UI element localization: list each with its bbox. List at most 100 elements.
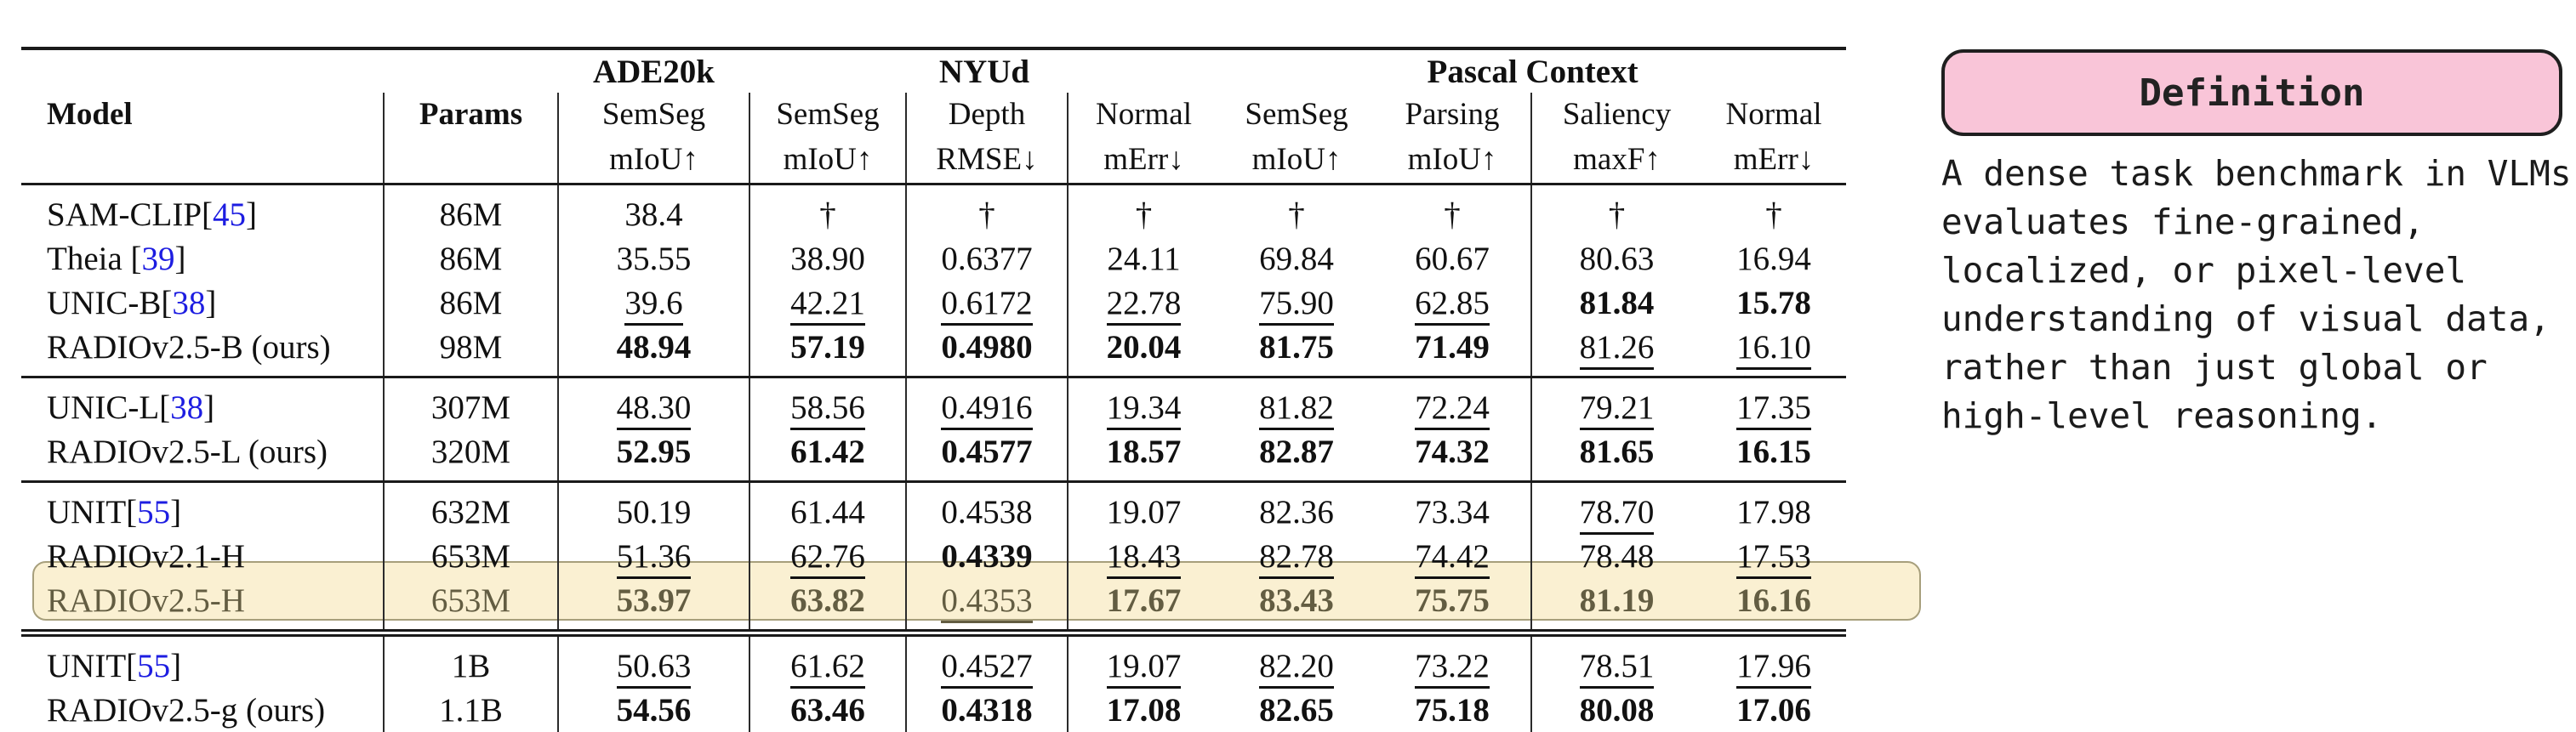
metric-value-cell: 18.43 — [1068, 534, 1219, 578]
metric-value: 18.57 — [1107, 434, 1182, 470]
metric-value: 0.6377 — [941, 241, 1032, 277]
metric-value-cell: 75.18 — [1374, 688, 1531, 732]
metric-value: 17.35 — [1736, 389, 1811, 430]
metric-value-cell: 15.78 — [1701, 281, 1846, 325]
metric-value: 54.56 — [617, 692, 692, 729]
metric-value-cell: 24.11 — [1068, 236, 1219, 281]
metric-value: † — [1609, 196, 1626, 233]
params-cell: 86M — [384, 184, 558, 237]
metric-value-cell: 16.94 — [1701, 236, 1846, 281]
params-cell: 1.1B — [384, 688, 558, 732]
metric-value: 24.11 — [1107, 241, 1180, 277]
metric-direction-header: mErr↓ — [1701, 135, 1846, 184]
params-cell: 320M — [384, 429, 558, 482]
citation-bracket: [ — [202, 196, 213, 233]
citation-bracket: ] — [170, 494, 181, 531]
metric-value: 81.82 — [1259, 389, 1334, 430]
metric-value: 16.10 — [1736, 329, 1811, 370]
metric-value: † — [1288, 196, 1305, 233]
metric-value-cell: 50.63 — [558, 633, 749, 689]
params-cell: 1B — [384, 633, 558, 689]
metric-value-cell: 80.08 — [1531, 688, 1701, 732]
citation-link[interactable]: 39 — [142, 241, 175, 277]
metric-value: 57.19 — [790, 329, 865, 366]
metric-value-cell: 16.15 — [1701, 429, 1846, 482]
definition-line: high-level reasoning. — [1941, 392, 2576, 440]
citation-link[interactable]: 55 — [137, 494, 170, 531]
metric-value-cell: 75.75 — [1374, 578, 1531, 633]
metric-value-cell: 73.34 — [1374, 482, 1531, 535]
citation-link[interactable]: 38 — [170, 389, 203, 426]
citation-link[interactable]: 45 — [213, 196, 246, 233]
metric-name-header: Normal — [1701, 93, 1846, 135]
metric-value-cell: 35.55 — [558, 236, 749, 281]
metric-value-cell: 19.34 — [1068, 377, 1219, 430]
metric-value: 0.4538 — [941, 494, 1032, 531]
metric-value: 82.36 — [1259, 494, 1334, 531]
citation-link[interactable]: 55 — [137, 648, 170, 684]
metric-value: 60.67 — [1415, 241, 1490, 277]
metric-value-cell: 17.98 — [1701, 482, 1846, 535]
metric-value: 39.6 — [624, 285, 682, 326]
model-column-header: Model — [21, 93, 384, 135]
metric-value-cell: 75.90 — [1219, 281, 1374, 325]
model-name-cell: RADIOv2.5-g (ours) — [21, 688, 384, 732]
metric-value-cell: 82.65 — [1219, 688, 1374, 732]
metric-value: 74.42 — [1415, 538, 1490, 579]
metric-value: 73.22 — [1415, 648, 1490, 689]
metric-value-cell: 61.44 — [749, 482, 906, 535]
metric-direction-header: mIoU↑ — [558, 135, 749, 184]
metric-value: 0.4980 — [941, 329, 1032, 366]
metric-value-cell: 82.36 — [1219, 482, 1374, 535]
metric-direction-header: RMSE↓ — [906, 135, 1068, 184]
metric-value: 16.94 — [1736, 241, 1811, 277]
metric-value-cell: 54.56 — [558, 688, 749, 732]
metric-value: 17.08 — [1107, 692, 1182, 729]
metric-value: 78.48 — [1580, 538, 1655, 575]
metric-value-cell: 61.62 — [749, 633, 906, 689]
metric-value-cell: 81.65 — [1531, 429, 1701, 482]
metric-name-header: SemSeg — [558, 93, 749, 135]
model-name-cell: Theia [39] — [21, 236, 384, 281]
metric-value-cell: 39.6 — [558, 281, 749, 325]
metric-value-cell: 53.97 — [558, 578, 749, 633]
metric-value-cell: † — [1531, 184, 1701, 237]
metric-value: 38.4 — [624, 196, 682, 233]
metric-value: 0.6172 — [941, 285, 1032, 326]
metric-value-cell: 17.06 — [1701, 688, 1846, 732]
metric-value-cell: 62.85 — [1374, 281, 1531, 325]
metric-value-cell: 51.36 — [558, 534, 749, 578]
metric-value: 72.24 — [1415, 389, 1490, 430]
metric-value: 17.06 — [1736, 692, 1811, 729]
model-name-cell: UNIT[55] — [21, 482, 384, 535]
dataset-group-header: Pascal Context — [1219, 48, 1846, 93]
metric-value-cell: 80.63 — [1531, 236, 1701, 281]
metric-value-cell: 71.49 — [1374, 325, 1531, 377]
citation-bracket: [ — [159, 389, 170, 426]
citation-link[interactable]: 38 — [172, 285, 205, 321]
metric-value: 69.84 — [1259, 241, 1334, 277]
params-cell: 653M — [384, 578, 558, 633]
citation-bracket: [ — [126, 648, 137, 684]
params-cell: 86M — [384, 281, 558, 325]
metric-value-cell: 0.4527 — [906, 633, 1068, 689]
metric-value-cell: † — [749, 184, 906, 237]
citation-bracket: ] — [205, 285, 216, 321]
metric-value-cell: 17.96 — [1701, 633, 1846, 689]
citation-bracket: [ — [126, 494, 137, 531]
metric-value-cell: 81.19 — [1531, 578, 1701, 633]
metric-value-cell: 0.6172 — [906, 281, 1068, 325]
metric-value: 81.84 — [1580, 285, 1655, 321]
metric-value: 81.26 — [1580, 329, 1655, 370]
metric-value-cell: 81.84 — [1531, 281, 1701, 325]
metric-value-cell: 38.90 — [749, 236, 906, 281]
metric-value-cell: 20.04 — [1068, 325, 1219, 377]
metric-value-cell: 78.48 — [1531, 534, 1701, 578]
